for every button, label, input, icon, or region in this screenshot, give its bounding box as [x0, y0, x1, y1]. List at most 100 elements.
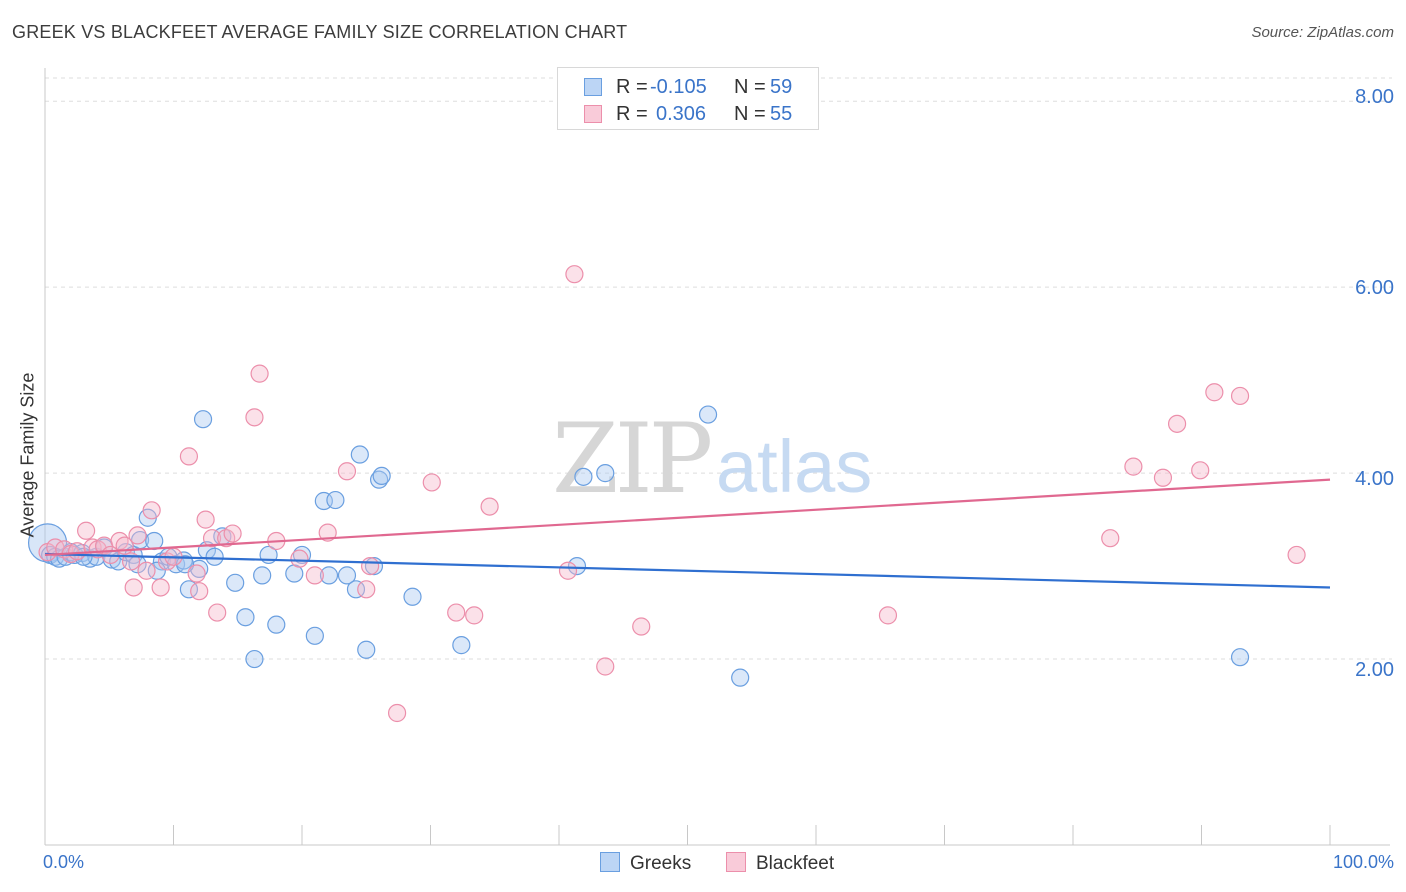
legend-row-greeks: R = -0.105 N = 59: [558, 73, 818, 101]
greeks-point: [698, 405, 718, 424]
blackfeet-point: [1167, 414, 1187, 433]
blackfeet-point: [318, 523, 337, 542]
blackfeet-point: [250, 364, 269, 383]
n-label: N =: [734, 103, 766, 125]
n-value: 59: [770, 76, 793, 98]
blackfeet-point: [1101, 529, 1120, 548]
greeks-point: [452, 636, 471, 655]
greeks-point: [403, 587, 422, 606]
blackfeet-point: [290, 549, 309, 568]
blackfeet-point: [68, 542, 87, 561]
blackfeet-point: [1153, 468, 1173, 487]
greeks-point: [1230, 648, 1250, 667]
blackfeet-point: [196, 510, 215, 529]
greeks-point: [326, 490, 345, 510]
y-tick-label-4: 4.00: [1355, 468, 1394, 490]
greeks-point: [236, 608, 255, 627]
y-tick-label-8: 8.00: [1355, 86, 1394, 108]
watermark: ZIP atlas: [552, 403, 872, 515]
blackfeet-points: [38, 265, 1306, 723]
blackfeet-point: [558, 561, 578, 580]
greeks-point: [205, 547, 224, 566]
greeks-point: [372, 466, 391, 486]
blackfeet-point: [361, 556, 380, 576]
y-tick-label-6: 6.00: [1355, 277, 1394, 299]
blackfeet-point: [357, 580, 376, 599]
greeks-point: [319, 566, 339, 585]
blackfeet-point: [128, 526, 147, 545]
blackfeet-point: [1287, 545, 1306, 565]
y-axis-label: Average Family Size: [17, 372, 38, 538]
n-value: 55: [770, 103, 793, 125]
r-value: 0.306: [656, 103, 707, 125]
greeks-legend-label: Greeks: [630, 853, 692, 874]
greeks-point: [337, 566, 357, 585]
blackfeet-point: [480, 497, 499, 516]
watermark-atlas: atlas: [716, 425, 872, 508]
y-tick-label-2: 2.00: [1355, 659, 1394, 681]
greeks-point: [253, 566, 272, 585]
blackfeet-point: [179, 447, 199, 466]
blackfeet-point: [387, 703, 407, 723]
blackfeet-point: [465, 606, 484, 625]
blackfeet-point: [596, 657, 615, 676]
greeks-point: [596, 464, 615, 483]
trend-lines: [44, 478, 1331, 589]
blackfeet-point: [1191, 461, 1210, 480]
greeks-point: [226, 573, 245, 592]
blackfeet-point: [46, 538, 65, 557]
blackfeet-point: [632, 617, 651, 636]
blackfeet-point: [1124, 457, 1143, 476]
greeks-point: [574, 467, 593, 486]
blackfeet-point: [137, 561, 156, 580]
r-label: R =: [616, 103, 648, 125]
r-value: -0.105: [650, 76, 707, 98]
blackfeet-point: [1230, 386, 1250, 406]
axes: [44, 68, 1390, 846]
greeks-point: [245, 649, 264, 669]
blackfeet-point: [202, 529, 222, 548]
blackfeet-point: [142, 501, 161, 520]
blackfeet-point: [245, 408, 264, 427]
x-tick-label-min: 0.0%: [43, 852, 85, 872]
legend-row-blackfeet: R = 0.306 N = 55: [558, 100, 818, 128]
blackfeet-point: [565, 265, 584, 284]
greeks-swatch: [584, 78, 602, 96]
blackfeet-point: [208, 603, 227, 622]
greeks-trend-line: [44, 552, 1331, 589]
legend-item-greeks[interactable]: Greeks: [600, 852, 691, 875]
watermark-zip: ZIP: [552, 403, 711, 515]
chart-title: GREEK VS BLACKFEET AVERAGE FAMILY SIZE C…: [12, 22, 628, 42]
greeks-point: [193, 410, 213, 429]
blackfeet-legend-label: Blackfeet: [756, 853, 835, 874]
blackfeet-point: [337, 462, 357, 481]
correlation-legend: R = -0.105 N = 59 R = 0.306 N = 55: [557, 67, 819, 130]
greeks-points: [27, 405, 1250, 687]
blackfeet-point: [422, 473, 441, 492]
r-label: R =: [616, 76, 648, 98]
blackfeet-point: [190, 582, 209, 601]
legend-item-blackfeet[interactable]: Blackfeet: [726, 852, 834, 875]
blackfeet-swatch: [584, 105, 602, 123]
blackfeet-point: [447, 603, 466, 622]
greeks-point: [145, 531, 164, 551]
blackfeet-point: [878, 606, 898, 625]
greeks-point: [567, 556, 587, 576]
blackfeet-point: [1205, 383, 1224, 402]
greeks-point: [731, 668, 750, 687]
blackfeet-point: [305, 566, 324, 585]
blackfeet-point: [151, 578, 170, 597]
greeks-point: [346, 580, 366, 599]
greeks-point: [305, 626, 324, 645]
source-label: Source: ZipAtlas.com: [1251, 24, 1394, 41]
blackfeet-point: [124, 578, 143, 597]
blackfeet-legend-swatch: [726, 852, 746, 872]
greeks-legend-swatch: [600, 852, 620, 872]
blackfeet-point: [223, 524, 242, 543]
x-tick-label-max: 100.0%: [1332, 852, 1394, 872]
blackfeet-trend-line: [44, 478, 1331, 557]
blackfeet-point: [77, 521, 96, 540]
n-label: N =: [734, 76, 766, 98]
greeks-point: [267, 615, 286, 634]
